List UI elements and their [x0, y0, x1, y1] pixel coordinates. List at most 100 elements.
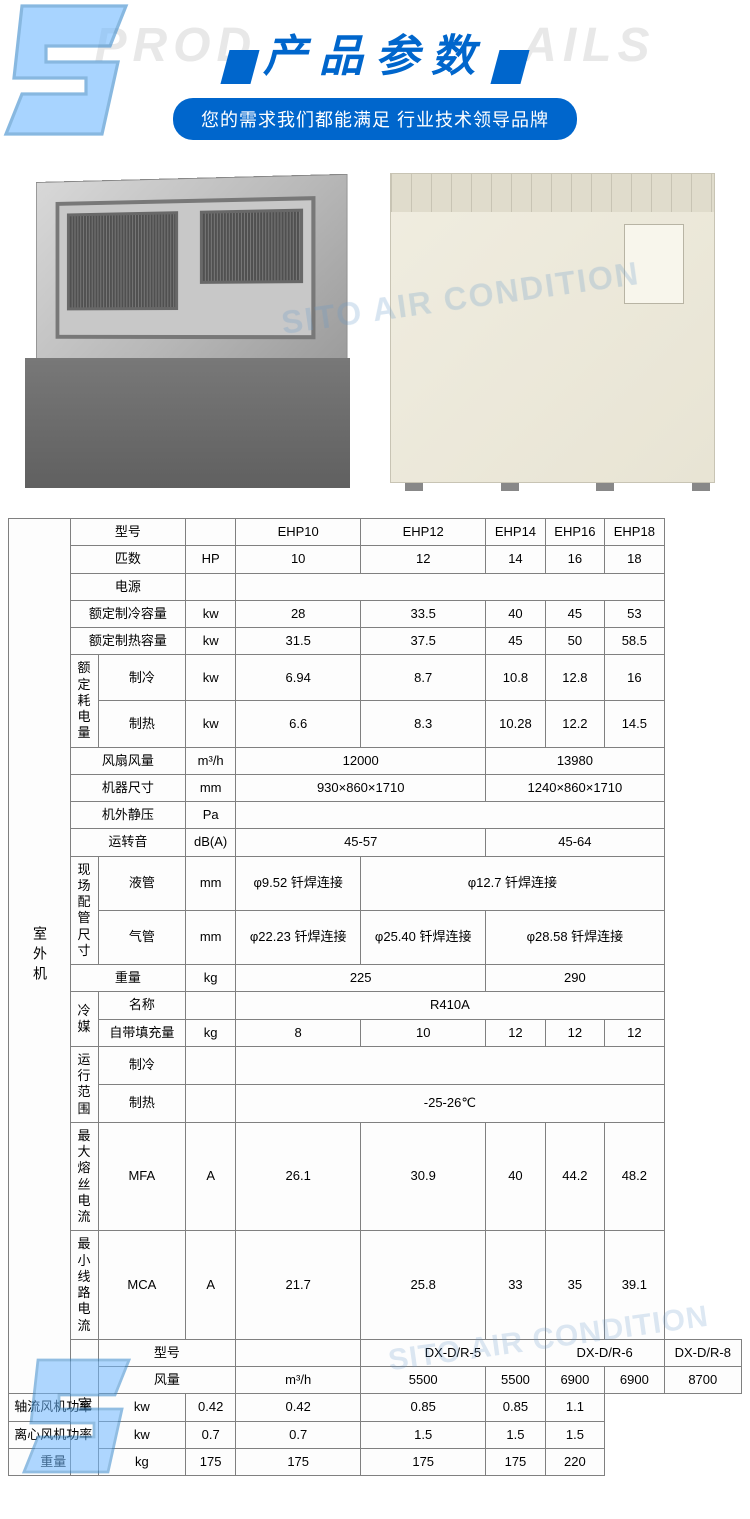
cell: EHP12 — [361, 519, 486, 546]
section-outdoor-label: 室外机 — [9, 519, 71, 1394]
cell: 12 — [486, 1019, 545, 1046]
unit: Pa — [186, 802, 236, 829]
cell: DX-D/R-8 — [664, 1339, 741, 1366]
cell: 1.5 — [486, 1421, 545, 1448]
label-weight: 重量 — [9, 1448, 99, 1475]
cell: 175 — [486, 1448, 545, 1475]
label-cool: 制冷 — [98, 1046, 186, 1084]
label-refrig-charge: 自带填充量 — [98, 1019, 186, 1046]
table-row: 离心风机功率 kw 0.7 0.7 1.5 1.5 1.5 — [9, 1421, 742, 1448]
cell: 6.6 — [236, 701, 361, 747]
label-mca: 最小线路电流 — [70, 1231, 98, 1340]
table-row: 现场配管尺寸 液管 mm φ9.52 钎焊连接 φ12.7 钎焊连接 — [9, 856, 742, 910]
label-noise: 运转音 — [70, 829, 186, 856]
cell: 14 — [486, 546, 545, 573]
cell: EHP18 — [605, 519, 664, 546]
header: PROD XXXXXX AILS 产品参数 您的需求我们都能满足 行业技术领导品… — [0, 0, 750, 150]
cell: -25-26℃ — [236, 1084, 664, 1122]
label-refrig-name: 名称 — [98, 992, 186, 1019]
table-row: 风扇风量 m³/h 12000 13980 — [9, 747, 742, 774]
cell: 33 — [486, 1231, 545, 1340]
label-model: 型号 — [70, 519, 186, 546]
cell: 45 — [486, 628, 545, 655]
table-row: 运转音 dB(A) 45-57 45-64 — [9, 829, 742, 856]
cell: φ25.40 钎焊连接 — [361, 910, 486, 964]
label-cool: 制冷 — [98, 655, 186, 701]
cell: DX-D/R-6 — [545, 1339, 664, 1366]
cell: 12 — [545, 1019, 604, 1046]
cell: EHP10 — [236, 519, 361, 546]
table-row: 轴流风机功率 kw 0.42 0.42 0.85 0.85 1.1 — [9, 1394, 742, 1421]
product-image-left — [20, 168, 365, 488]
cell: 5500 — [486, 1367, 545, 1394]
unit: mm — [186, 856, 236, 910]
cell: 13980 — [486, 747, 664, 774]
label-fan-vol: 风扇风量 — [70, 747, 186, 774]
spec-table-wrap: 室外机 型号 EHP10 EHP12 EHP14 EHP16 EHP18 匹数 … — [0, 518, 750, 1476]
label-heat: 制热 — [98, 701, 186, 747]
cell: 10.28 — [486, 701, 545, 747]
cell: φ22.23 钎焊连接 — [236, 910, 361, 964]
cell: 12000 — [236, 747, 486, 774]
table-row: 重量 kg 225 290 — [9, 965, 742, 992]
label-mfa: 最大熔丝电流 — [70, 1122, 98, 1231]
cell: R410A — [236, 992, 664, 1019]
cell: 1.5 — [361, 1421, 486, 1448]
unit: A — [186, 1231, 236, 1340]
unit: kw — [98, 1394, 186, 1421]
cell: 10 — [361, 1019, 486, 1046]
cell: 14.5 — [605, 701, 664, 747]
cell: 37.5 — [361, 628, 486, 655]
table-row: 最大熔丝电流 MFA A 26.1 30.9 40 44.2 48.2 — [9, 1122, 742, 1231]
table-row: 制热 -25-26℃ — [9, 1084, 742, 1122]
label-refrig: 冷媒 — [70, 992, 98, 1047]
table-row: 重量 kg 175 175 175 175 220 — [9, 1448, 742, 1475]
label-heat: 制热 — [98, 1084, 186, 1122]
cell: 0.85 — [486, 1394, 545, 1421]
cell: 0.42 — [186, 1394, 236, 1421]
cell: 53 — [605, 600, 664, 627]
cell: 10.8 — [486, 655, 545, 701]
cell: 0.7 — [236, 1421, 361, 1448]
cell: 28 — [236, 600, 361, 627]
unit: A — [186, 1122, 236, 1231]
cell: 12.8 — [545, 655, 604, 701]
cell: 8 — [236, 1019, 361, 1046]
cell: 0.85 — [361, 1394, 486, 1421]
cell: 30.9 — [361, 1122, 486, 1231]
cell: 45 — [545, 600, 604, 627]
unit: kw — [186, 701, 236, 747]
product-images: SITO AIR CONDITION — [0, 150, 750, 518]
table-row: 额定制冷容量 kw 28 33.5 40 45 53 — [9, 600, 742, 627]
cell: 48.2 — [605, 1122, 664, 1231]
cell: 930×860×1710 — [236, 774, 486, 801]
unit: dB(A) — [186, 829, 236, 856]
subtitle: 您的需求我们都能满足 行业技术领导品牌 — [173, 98, 577, 140]
label-model: 型号 — [98, 1339, 236, 1366]
cell: φ12.7 钎焊连接 — [361, 856, 664, 910]
label-gas: 气管 — [98, 910, 186, 964]
unit: kw — [186, 628, 236, 655]
table-row: 额定耗电量 制冷 kw 6.94 8.7 10.8 12.8 16 — [9, 655, 742, 701]
unit: m³/h — [186, 747, 236, 774]
label-range: 运行范围 — [70, 1046, 98, 1122]
label-centrif: 离心风机功率 — [9, 1421, 99, 1448]
table-row: 机器尺寸 mm 930×860×1710 1240×860×1710 — [9, 774, 742, 801]
cell: 175 — [186, 1448, 236, 1475]
cell: 8.3 — [361, 701, 486, 747]
cell: 12 — [361, 546, 486, 573]
table-row: 制热 kw 6.6 8.3 10.28 12.2 14.5 — [9, 701, 742, 747]
cell: EHP16 — [545, 519, 604, 546]
cell: 5500 — [361, 1367, 486, 1394]
table-row: 室 型号 DX-D/R-5 DX-D/R-6 DX-D/R-8 — [9, 1339, 742, 1366]
cell: 1240×860×1710 — [486, 774, 664, 801]
cell: 290 — [486, 965, 664, 992]
label-esp: 机外静压 — [70, 802, 186, 829]
main-title: 产品参数 — [263, 20, 487, 84]
label-mfa-sub: MFA — [98, 1122, 186, 1231]
cell: 6900 — [545, 1367, 604, 1394]
label-cool-cap: 额定制冷容量 — [70, 600, 186, 627]
cell: 175 — [236, 1448, 361, 1475]
cell: 225 — [236, 965, 486, 992]
cell: 6900 — [605, 1367, 664, 1394]
